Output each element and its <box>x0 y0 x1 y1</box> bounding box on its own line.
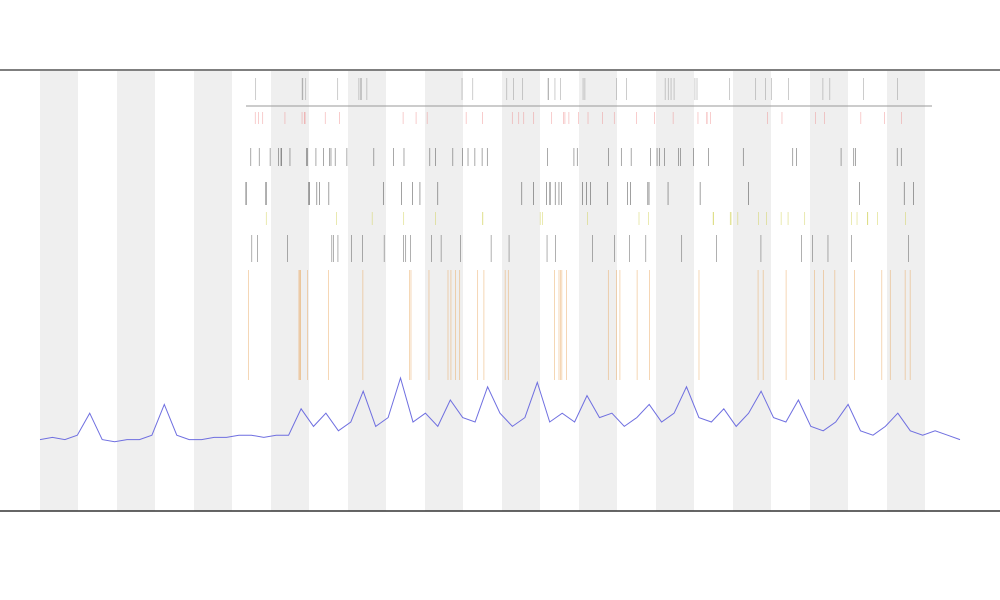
band <box>656 71 694 511</box>
band <box>194 71 232 511</box>
band <box>887 71 925 511</box>
event-ticks <box>245 78 914 380</box>
band <box>117 71 155 511</box>
background-bands <box>40 71 925 511</box>
band <box>348 71 386 511</box>
band <box>425 71 463 511</box>
band <box>810 71 848 511</box>
band <box>271 71 309 511</box>
band <box>40 71 78 511</box>
band <box>579 71 617 511</box>
band <box>502 71 540 511</box>
series-line <box>39 376 961 443</box>
band <box>733 71 771 511</box>
